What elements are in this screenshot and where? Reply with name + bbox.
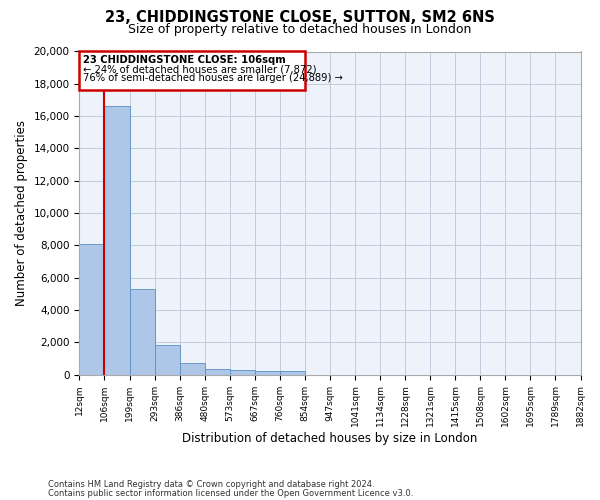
Bar — [155, 344, 179, 374]
Text: Contains public sector information licensed under the Open Government Licence v3: Contains public sector information licen… — [48, 489, 413, 498]
Bar — [179, 364, 205, 374]
Bar — [205, 368, 230, 374]
Text: ← 24% of detached houses are smaller (7,872): ← 24% of detached houses are smaller (7,… — [83, 64, 317, 74]
Text: Size of property relative to detached houses in London: Size of property relative to detached ho… — [128, 22, 472, 36]
Bar — [104, 106, 130, 374]
Text: 76% of semi-detached houses are larger (24,889) →: 76% of semi-detached houses are larger (… — [83, 74, 343, 84]
Bar — [280, 372, 305, 374]
Bar — [255, 371, 280, 374]
Bar — [130, 289, 155, 374]
Text: 23, CHIDDINGSTONE CLOSE, SUTTON, SM2 6NS: 23, CHIDDINGSTONE CLOSE, SUTTON, SM2 6NS — [105, 10, 495, 25]
Text: 23 CHIDDINGSTONE CLOSE: 106sqm: 23 CHIDDINGSTONE CLOSE: 106sqm — [83, 54, 286, 64]
Bar — [230, 370, 255, 374]
X-axis label: Distribution of detached houses by size in London: Distribution of detached houses by size … — [182, 432, 478, 445]
FancyBboxPatch shape — [79, 52, 305, 90]
Bar — [79, 244, 104, 374]
Y-axis label: Number of detached properties: Number of detached properties — [15, 120, 28, 306]
Text: Contains HM Land Registry data © Crown copyright and database right 2024.: Contains HM Land Registry data © Crown c… — [48, 480, 374, 489]
